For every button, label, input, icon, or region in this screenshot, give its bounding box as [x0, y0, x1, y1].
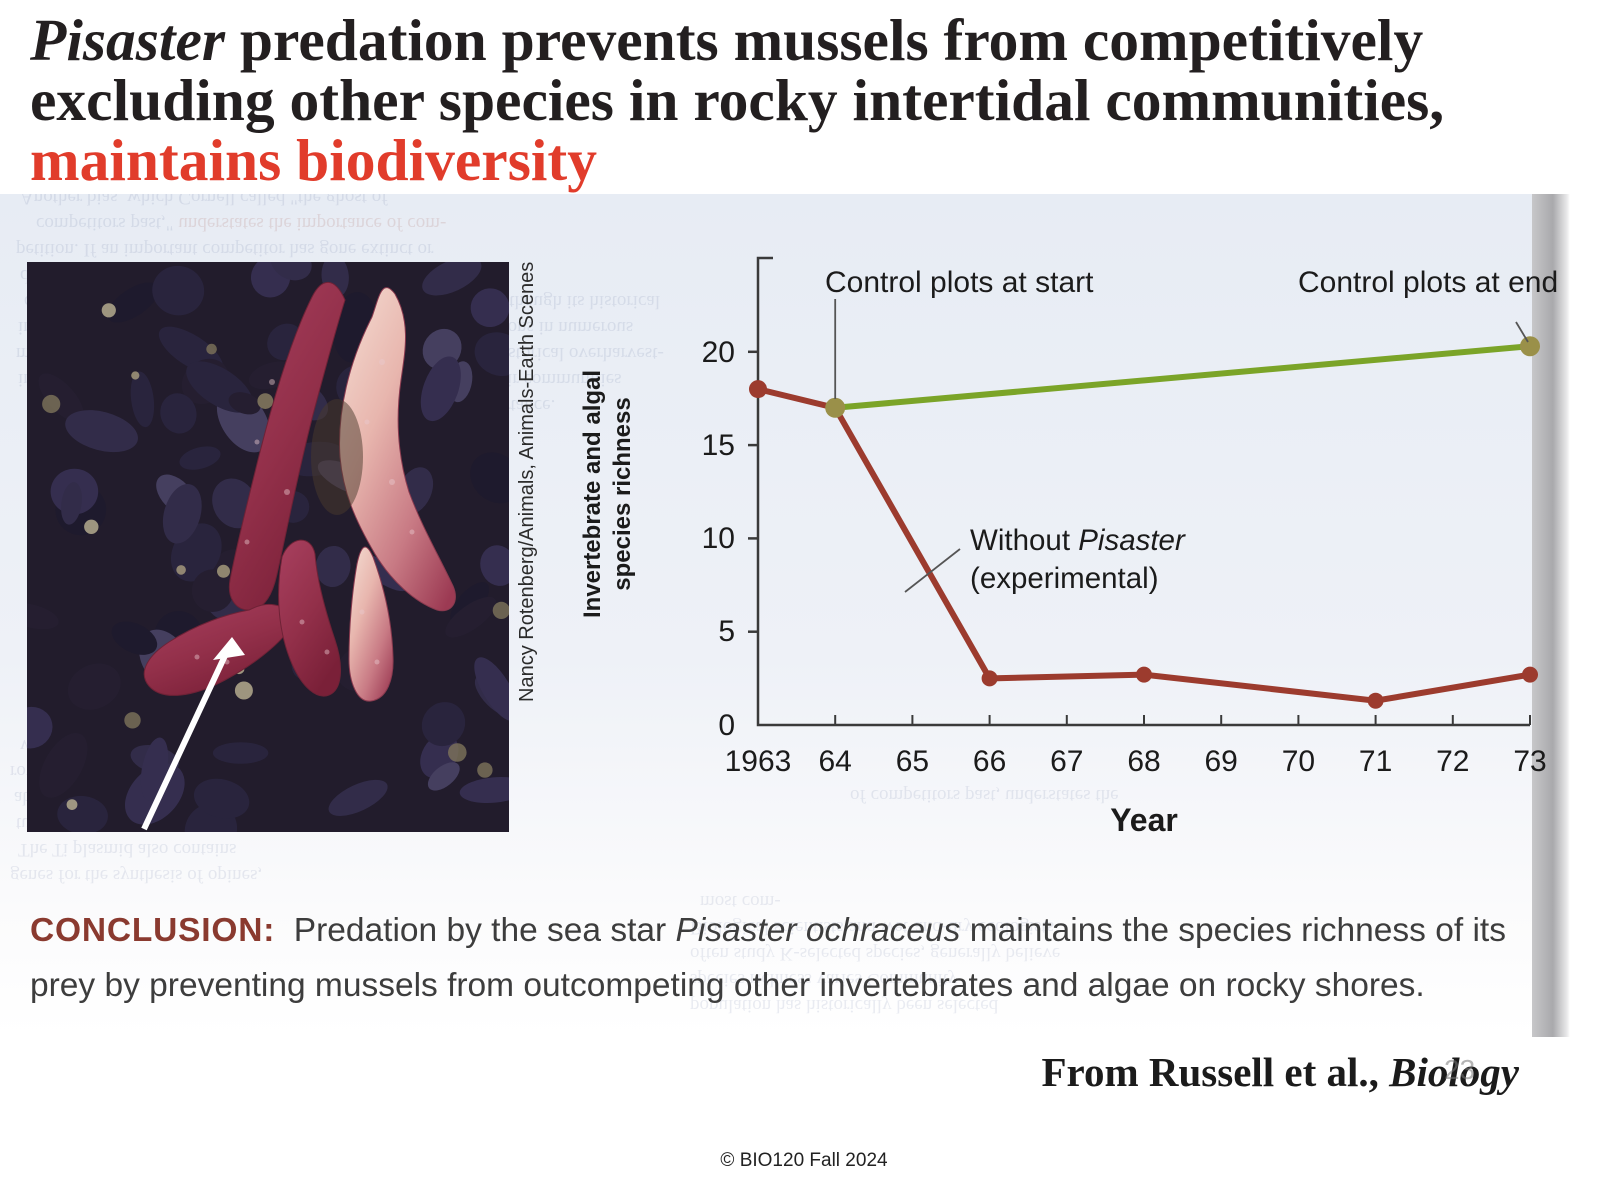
svg-text:69: 69: [1205, 745, 1238, 778]
svg-text:67: 67: [1050, 745, 1083, 778]
svg-text:Year: Year: [1110, 802, 1178, 838]
svg-text:68: 68: [1127, 745, 1160, 778]
svg-text:15: 15: [702, 429, 735, 462]
svg-text:Control plots at end: Control plots at end: [1298, 266, 1558, 299]
svg-text:64: 64: [819, 745, 852, 778]
svg-text:71: 71: [1359, 745, 1392, 778]
svg-text:72: 72: [1436, 745, 1469, 778]
svg-text:1963: 1963: [725, 745, 792, 778]
svg-text:5: 5: [718, 615, 735, 648]
svg-text:species richness: species richness: [609, 397, 636, 590]
svg-text:70: 70: [1282, 745, 1315, 778]
svg-text:(experimental): (experimental): [970, 562, 1159, 595]
svg-text:65: 65: [896, 745, 929, 778]
svg-text:Without Pisaster: Without Pisaster: [970, 524, 1186, 557]
svg-text:73: 73: [1513, 745, 1546, 778]
svg-text:Invertebrate and algal: Invertebrate and algal: [579, 370, 606, 618]
svg-text:20: 20: [702, 336, 735, 369]
svg-text:66: 66: [973, 745, 1006, 778]
svg-text:Control plots at start: Control plots at start: [825, 266, 1094, 299]
svg-text:0: 0: [718, 709, 735, 742]
svg-text:10: 10: [702, 522, 735, 555]
